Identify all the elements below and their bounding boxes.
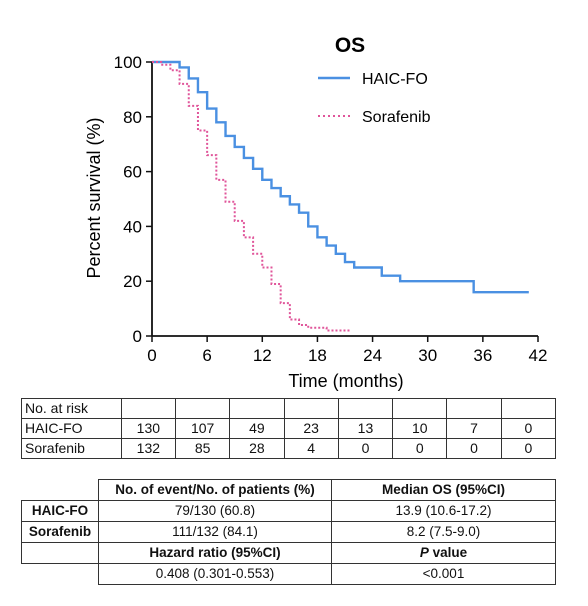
risk-table: No. at risk HAIC-FO 130 107 49 23 13 10 … bbox=[21, 398, 557, 459]
risk-cell: 13 bbox=[337, 418, 394, 439]
summary-hr-header-row: Hazard ratio (95%CI) P value bbox=[21, 542, 556, 564]
risk-cell: 0 bbox=[500, 438, 557, 459]
y-axis-label: Percent survival (%) bbox=[84, 117, 104, 278]
median-os-header: Median OS (95%CI) bbox=[331, 479, 556, 501]
median-os-value: 13.9 (10.6-17.2) bbox=[331, 500, 556, 522]
p-value-header-p: P bbox=[419, 545, 429, 560]
summary-row-haic-fo: HAIC-FO 79/130 (60.8) 13.9 (10.6-17.2) bbox=[21, 500, 556, 522]
y-tick-label: 80 bbox=[123, 108, 142, 127]
risk-table-header: No. at risk bbox=[21, 398, 122, 419]
legend-label-sorafenib: Sorafenib bbox=[362, 109, 431, 126]
x-axis-label: Time (months) bbox=[288, 371, 403, 391]
p-value-value: <0.001 bbox=[331, 563, 556, 585]
risk-cell bbox=[120, 398, 176, 419]
risk-cell: 4 bbox=[283, 438, 339, 459]
x-tick-label: 0 bbox=[147, 346, 156, 365]
x-tick-label: 24 bbox=[363, 346, 382, 365]
x-tick-label: 36 bbox=[473, 346, 492, 365]
risk-cell bbox=[174, 398, 231, 419]
x-tick-label: 6 bbox=[202, 346, 211, 365]
risk-cell: 0 bbox=[500, 418, 557, 439]
y-tick-label: 20 bbox=[123, 272, 142, 291]
p-value-header-rest: value bbox=[428, 545, 468, 560]
hazard-ratio-header: Hazard ratio (95%CI) bbox=[98, 542, 332, 564]
x-tick-label: 42 bbox=[529, 346, 548, 365]
summary-row-sorafenib: Sorafenib 111/132 (84.1) 8.2 (7.5-9.0) bbox=[21, 521, 556, 543]
risk-row-sorafenib: Sorafenib 132 85 28 4 0 0 0 0 bbox=[21, 438, 557, 459]
x-tick-label: 18 bbox=[308, 346, 327, 365]
risk-cell: 132 bbox=[120, 438, 176, 459]
risk-cell bbox=[283, 398, 339, 419]
risk-cell bbox=[500, 398, 557, 419]
risk-cell bbox=[392, 398, 448, 419]
events-value: 79/130 (60.8) bbox=[98, 500, 332, 522]
risk-cell: 49 bbox=[229, 418, 285, 439]
y-tick-label: 100 bbox=[114, 53, 142, 72]
y-tick-label: 40 bbox=[123, 217, 142, 236]
risk-cell bbox=[446, 398, 502, 419]
chart-axes: 0 20 40 60 80 100 0 6 12 18 24 30 36 42 bbox=[114, 53, 548, 365]
summary-blank-cell bbox=[21, 563, 99, 585]
risk-cell: 10 bbox=[392, 418, 448, 439]
events-header: No. of event/No. of patients (%) bbox=[98, 479, 332, 501]
chart-title: OS bbox=[335, 34, 365, 57]
chart-series bbox=[152, 60, 529, 332]
summary-row-label: HAIC-FO bbox=[21, 500, 99, 522]
risk-cell: 7 bbox=[446, 418, 502, 439]
risk-cell: 0 bbox=[337, 438, 394, 459]
median-os-value: 8.2 (7.5-9.0) bbox=[331, 521, 556, 543]
risk-cell: 28 bbox=[229, 438, 285, 459]
summary-row-label: Sorafenib bbox=[21, 521, 99, 543]
survival-chart: OS 0 20 40 60 80 100 0 6 12 18 24 30 36 42 HAIC-FO So… bbox=[84, 34, 548, 391]
hazard-ratio-value: 0.408 (0.301-0.553) bbox=[98, 563, 332, 585]
chart-legend: HAIC-FO Sorafenib bbox=[318, 71, 431, 126]
y-tick-label: 0 bbox=[133, 327, 142, 346]
summary-table: No. of event/No. of patients (%) Median … bbox=[21, 479, 556, 585]
summary-blank-cell bbox=[21, 542, 99, 564]
events-value: 111/132 (84.1) bbox=[98, 521, 332, 543]
risk-cell: 130 bbox=[120, 418, 176, 439]
risk-row-label: Sorafenib bbox=[21, 438, 122, 459]
risk-cell bbox=[337, 398, 394, 419]
summary-corner-cell bbox=[21, 479, 99, 501]
x-tick-label: 30 bbox=[418, 346, 437, 365]
risk-cell: 0 bbox=[392, 438, 448, 459]
risk-cell: 85 bbox=[174, 438, 231, 459]
risk-cell: 107 bbox=[174, 418, 231, 439]
y-tick-label: 60 bbox=[123, 163, 142, 182]
series-line-sorafenib bbox=[152, 61, 350, 332]
legend-label-haic-fo: HAIC-FO bbox=[362, 71, 428, 88]
risk-cell bbox=[229, 398, 285, 419]
risk-table-header-row: No. at risk bbox=[21, 398, 557, 419]
p-value-header: P value bbox=[331, 542, 556, 564]
series-line-haic-fo bbox=[152, 60, 529, 294]
risk-cell: 0 bbox=[446, 438, 502, 459]
risk-row-label: HAIC-FO bbox=[21, 418, 122, 439]
x-tick-label: 12 bbox=[253, 346, 272, 365]
risk-cell: 23 bbox=[283, 418, 339, 439]
summary-hr-value-row: 0.408 (0.301-0.553) <0.001 bbox=[21, 563, 556, 585]
risk-row-haic-fo: HAIC-FO 130 107 49 23 13 10 7 0 bbox=[21, 418, 557, 439]
summary-header-row: No. of event/No. of patients (%) Median … bbox=[21, 479, 556, 501]
